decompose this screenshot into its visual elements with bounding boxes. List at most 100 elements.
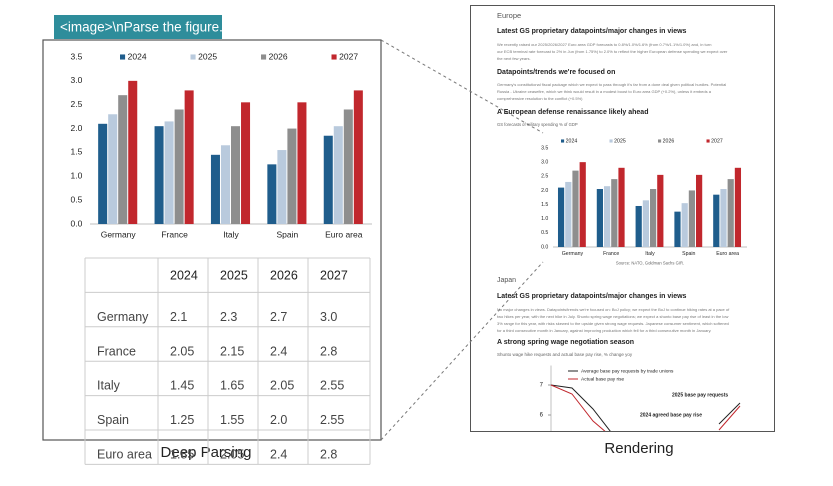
paragraph-line: 3% range for this year, with risks skewe… [497,321,729,326]
prompt: <image>\nParse the figure. [60,20,223,35]
x-tick-label: Germany [562,251,584,257]
bar [323,135,333,224]
bar [277,150,287,224]
y-tick-label: 3.0 [541,160,548,166]
x-tick-label: France [603,251,619,257]
section-title: Japan [497,277,516,284]
bar [287,128,297,224]
y-tick-label: 3.5 [541,145,548,151]
bar [727,179,734,247]
paragraph-line: two hikes per year, with the next hike i… [497,314,729,319]
legend-swatch [331,54,337,60]
table-cell: 2.55 [320,413,344,427]
legend-label: Average base pay requests by trade union… [581,368,674,374]
legend-label: 2025 [614,138,626,144]
bar [734,167,742,247]
table-cell: Spain [97,413,129,427]
legend-label: 2026 [663,138,675,144]
paragraph-line: Germany's constitutional fiscal package … [497,82,726,87]
table-cell: 2.1 [170,310,187,324]
table-cell: Euro area [97,447,152,461]
x-tick-label: Italy [645,251,655,257]
legend-swatch [261,54,267,60]
y-tick-label: 1.0 [541,216,548,222]
table-cell: 2.05 [170,344,194,358]
table-cell: 1.55 [220,413,244,427]
y-tick-label: 0.0 [71,218,83,228]
table-cell: 2.15 [220,344,244,358]
section-title: Europe [497,11,521,20]
bar [674,211,681,247]
table-cell: 2.4 [270,447,287,461]
table-cell: 1.85 [170,447,194,461]
table-cell: 2.8 [320,344,337,358]
bar [696,174,703,247]
bar [154,126,164,224]
paragraph-line: No major changes in views. Datapoints/tr… [497,307,730,312]
annotation: 2024 agreed base pay rise [640,412,702,418]
annotation: 2025 base pay requests [672,392,728,398]
bar [596,189,603,247]
y-tick-label: 2.0 [541,188,548,194]
table-header: 2026 [270,268,298,282]
table-header: 2025 [220,268,248,282]
legend-swatch [609,139,613,143]
bar [642,200,649,247]
bar [267,164,277,224]
bar [635,205,642,247]
table-cell: 1.25 [170,413,194,427]
table-header: 2024 [170,268,198,282]
bar [333,126,343,224]
legend-swatch [561,139,565,143]
paragraph-line: for a third consecutive month in January… [497,328,711,333]
table-cell: 2.4 [270,344,287,358]
legend-label: 2025 [198,51,217,61]
legend-label: 2024 [128,51,147,61]
y-tick-label: 1.5 [71,147,83,157]
chart-title: GS forecasts of military spending % of G… [497,122,578,127]
bar [297,102,307,224]
x-tick-label: France [161,229,188,239]
paragraph-line: We recently raised our 2025/2026/2027 Eu… [497,42,711,47]
table-cell: 2.05 [270,379,294,393]
table-cell: Germany [97,310,149,324]
paragraph-line: comprehensive resolution to the conflict… [497,96,583,101]
bar [220,145,230,224]
render-panel [470,5,775,432]
chart-title: Shunto wage hike requests and actual bas… [497,352,633,357]
x-tick-label: Germany [101,229,137,239]
x-tick-label: Euro area [325,229,363,239]
table-cell: 2.0 [270,413,287,427]
heading: A European defense renaissance likely ah… [497,109,648,116]
y-tick-label: 7 [540,383,544,389]
legend-label: Actual base pay rise [581,376,625,382]
line [550,384,741,431]
table-cell: 2.8 [320,447,337,461]
table-cell: 1.45 [170,379,194,393]
y-tick-label: 2.5 [71,99,83,109]
x-tick-label: Spain [277,229,299,239]
bar [108,114,118,224]
connector [380,39,544,134]
y-tick-label: 2.5 [541,174,548,180]
bar [657,174,664,247]
caption: Rendering [604,440,673,457]
table-cell: 2.55 [320,379,344,393]
bar [241,102,251,224]
heading: Latest GS proprietary datapoints/major c… [497,28,687,35]
legend-label: 2027 [711,138,723,144]
y-tick-label: 0.0 [541,244,548,250]
x-tick-label: Euro area [716,251,739,257]
bar [210,154,220,224]
table-cell: 2.3 [220,310,237,324]
bar [118,95,128,225]
bar [164,121,174,224]
paragraph-line: Russia - Ukraine ceasefire, which we thi… [497,89,712,94]
bar [184,90,194,225]
table-cell: 3.0 [320,310,337,324]
table-cell: 1.65 [220,379,244,393]
x-tick-label: Italy [223,229,239,239]
y-tick-label: 1.0 [71,171,83,181]
heading: Datapoints/trends we're focused on [497,69,615,76]
